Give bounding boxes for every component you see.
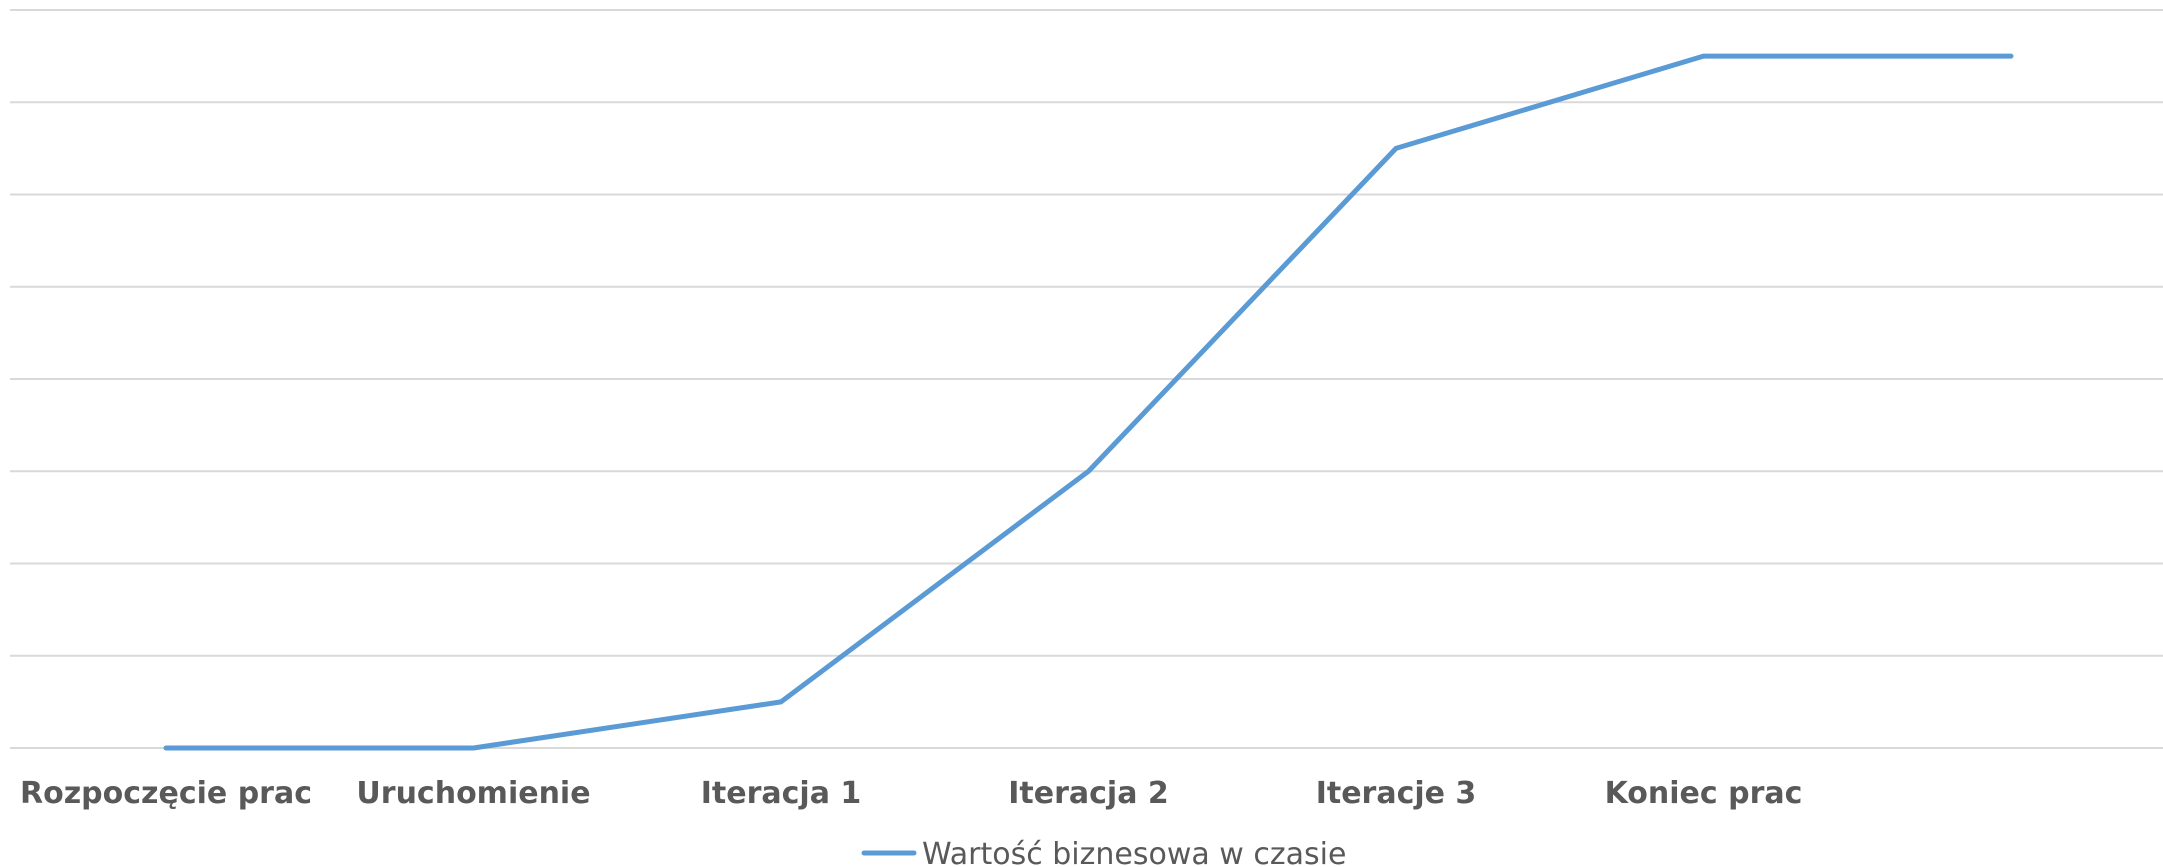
x-tick-label: Iteracje 3 bbox=[1316, 776, 1477, 811]
legend-label: Wartość biznesowa w czasie bbox=[922, 837, 1346, 867]
series-lines bbox=[163, 53, 2014, 751]
gridlines bbox=[10, 9, 2163, 749]
x-tick-label: Uruchomienie bbox=[356, 776, 590, 811]
legend: Wartość biznesowa w czasie bbox=[861, 837, 1346, 867]
x-tick-label: Rozpoczęcie prac bbox=[20, 776, 312, 811]
x-tick-label: Koniec prac bbox=[1605, 776, 1803, 811]
series-line bbox=[163, 53, 2014, 751]
x-axis-tick-labels: Rozpoczęcie prac Uruchomienie Iteracja 1 It… bbox=[20, 776, 1802, 811]
x-tick-label: Iteracja 2 bbox=[1008, 776, 1169, 811]
x-tick-label: Iteracja 1 bbox=[701, 776, 862, 811]
